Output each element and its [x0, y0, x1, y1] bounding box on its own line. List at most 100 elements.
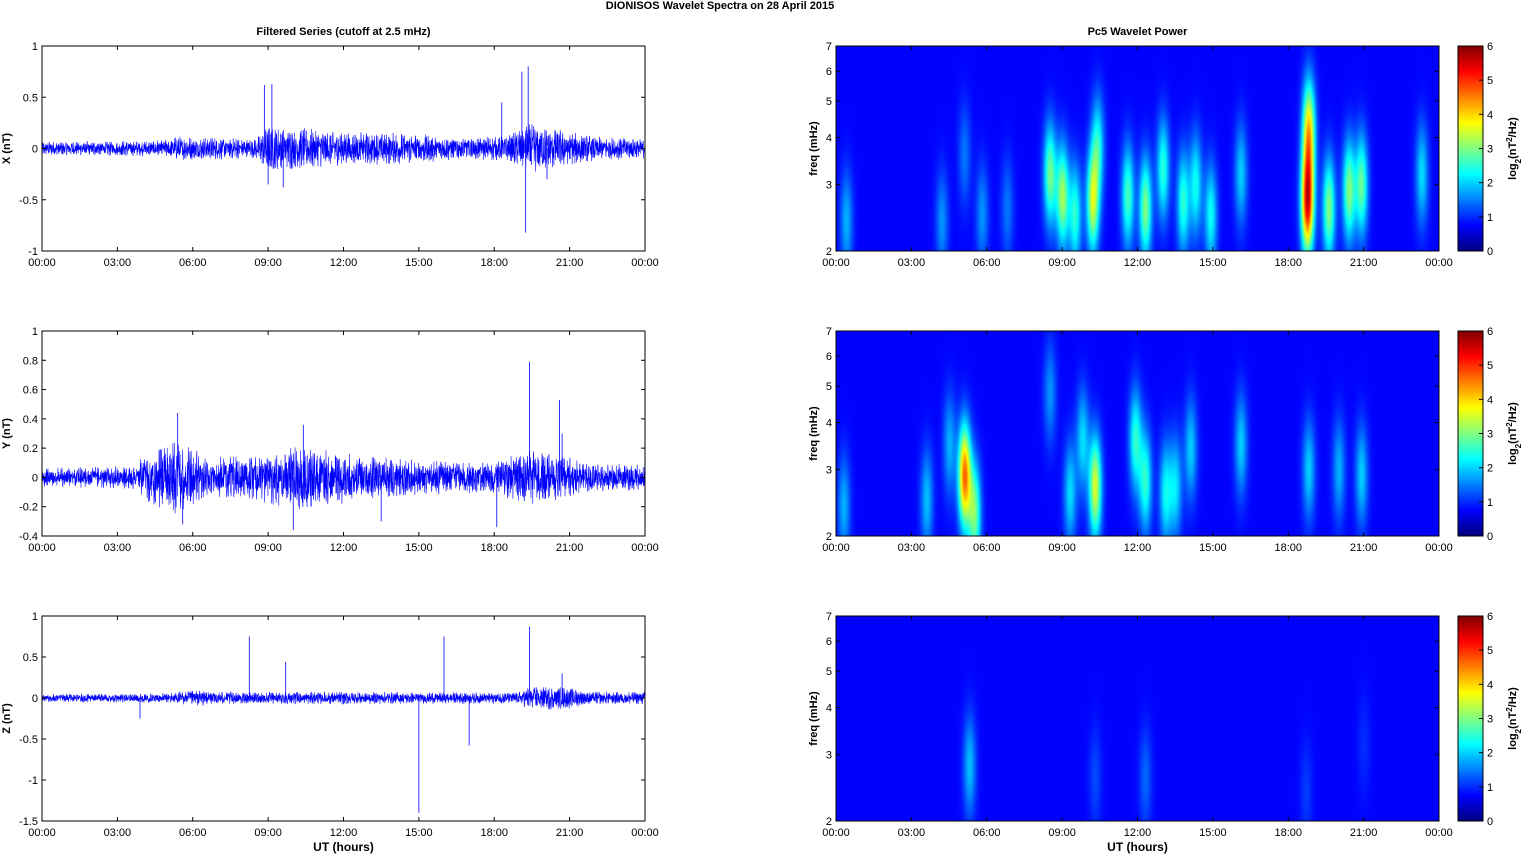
colorbar-label: log2(nT2/Hz)	[1505, 117, 1521, 180]
y-tick-label: 1	[32, 41, 38, 53]
colorbar-tick-label: 2	[1487, 463, 1493, 475]
x-tick-label: 00:00	[1425, 257, 1453, 269]
x-tick-label: 03:00	[898, 827, 926, 839]
colorbar-tick-label: 5	[1487, 360, 1493, 372]
colorbar-tick-label: 1	[1487, 497, 1493, 509]
colorbar	[1457, 45, 1484, 252]
y-tick-label: 2	[826, 246, 832, 258]
x-tick-label: 21:00	[1350, 257, 1378, 269]
colorbar-tick-label: 4	[1487, 109, 1493, 121]
heatmap-image	[836, 331, 1439, 536]
colorbar-label: log2(nT2/Hz)	[1505, 402, 1521, 465]
y-tick-label: 4	[826, 703, 832, 715]
colorbar-tick-label: 0	[1487, 246, 1493, 258]
y-tick-label: -1	[28, 775, 38, 787]
y-tick-label: 3	[826, 465, 832, 477]
wavelet-panel-wv-x: 00:00 03:00 06:00 09:00 12:00 15:00 18:00 21:00…	[808, 26, 1521, 269]
x-tick-label: 15:00	[1199, 827, 1227, 839]
colorbar-tick-label: 4	[1487, 679, 1493, 691]
x-tick-label: 15:00	[1199, 257, 1227, 269]
colorbar-tick-label: 1	[1487, 782, 1493, 794]
x-tick-label: 03:00	[104, 257, 132, 269]
x-tick-label: 00:00	[28, 257, 56, 269]
y-tick-label: 0	[32, 144, 38, 156]
x-tick-label: 15:00	[405, 257, 433, 269]
y-tick-label: 5	[826, 96, 832, 108]
y-tick-label: 0.4	[23, 414, 38, 426]
x-tick-label: 12:00	[330, 827, 358, 839]
y-tick-label: -0.4	[19, 531, 38, 543]
colorbar-tick-label: 0	[1487, 816, 1493, 828]
x-tick-label: 00:00	[28, 827, 56, 839]
heatmap-image	[836, 46, 1439, 251]
x-tick-label: 09:00	[254, 257, 282, 269]
colorbar-tick-label: 5	[1487, 75, 1493, 87]
y-tick-label: 5	[826, 381, 832, 393]
x-tick-label: 12:00	[1124, 542, 1152, 554]
colorbar-tick-label: 1	[1487, 212, 1493, 224]
x-tick-label: 12:00	[1124, 257, 1152, 269]
heatmap-image	[836, 616, 1439, 821]
x-tick-label: 06:00	[973, 542, 1001, 554]
x-tick-label: 00:00	[822, 542, 850, 554]
plot-area	[42, 331, 645, 536]
x-tick-label: 15:00	[1199, 542, 1227, 554]
colorbar-tick-label: 3	[1487, 429, 1493, 441]
x-tick-label: 06:00	[179, 827, 207, 839]
y-tick-label: 0	[32, 472, 38, 484]
series-line	[41, 123, 646, 172]
x-tick-label: 15:00	[405, 542, 433, 554]
wavelet-panel-wv-y: 00:00 03:00 06:00 09:00 12:00 15:00 18:00 21:00…	[808, 326, 1521, 554]
x-tick-label: 15:00	[405, 827, 433, 839]
y-tick-label: -1	[28, 246, 38, 258]
y-tick-label: 5	[826, 666, 832, 678]
x-tick-label: 00:00	[1425, 542, 1453, 554]
y-tick-label: 6	[826, 351, 832, 363]
chart-title: Filtered Series (cutoff at 2.5 mHz)	[256, 26, 431, 38]
x-tick-label: 03:00	[898, 257, 926, 269]
x-tick-label: 00:00	[28, 542, 56, 554]
y-tick-label: -0.2	[19, 502, 38, 514]
y-tick-label: 4	[826, 133, 832, 145]
y-tick-label: 1	[32, 611, 38, 623]
y-tick-label: 3	[826, 750, 832, 762]
x-tick-label: 00:00	[631, 542, 659, 554]
series-line	[41, 442, 646, 514]
x-axis-label: UT (hours)	[1107, 840, 1168, 854]
x-tick-label: 21:00	[556, 827, 584, 839]
x-tick-label: 06:00	[179, 542, 207, 554]
y-tick-label: -0.5	[19, 195, 38, 207]
timeseries-panel-ts-y: 00:00 03:00 06:00 09:00 12:00 15:00 18:00 21:00…	[1, 326, 659, 554]
chart-title: Pc5 Wavelet Power	[1088, 26, 1189, 38]
y-axis-label: Z (nT)	[1, 703, 13, 734]
y-tick-label: 0.6	[23, 385, 38, 397]
series-line	[41, 687, 646, 710]
x-tick-label: 03:00	[104, 827, 132, 839]
x-tick-label: 03:00	[898, 542, 926, 554]
x-tick-label: 18:00	[1274, 542, 1302, 554]
x-tick-label: 18:00	[480, 542, 508, 554]
x-tick-label: 00:00	[631, 827, 659, 839]
colorbar-tick-label: 6	[1487, 41, 1493, 53]
x-tick-label: 00:00	[822, 827, 850, 839]
y-tick-label: 0.5	[23, 92, 38, 104]
x-tick-label: 00:00	[1425, 827, 1453, 839]
y-tick-label: 7	[826, 41, 832, 53]
timeseries-panel-ts-z: 00:00 03:00 06:00 09:00 12:00 15:00 18:00 21:00…	[1, 611, 659, 854]
x-tick-label: 06:00	[179, 257, 207, 269]
y-tick-label: 6	[826, 636, 832, 648]
y-axis-label: freq (mHz)	[808, 121, 820, 176]
x-tick-label: 18:00	[1274, 827, 1302, 839]
colorbar-tick-label: 3	[1487, 714, 1493, 726]
x-tick-label: 00:00	[822, 257, 850, 269]
x-tick-label: 00:00	[631, 257, 659, 269]
x-tick-label: 18:00	[480, 827, 508, 839]
colorbar-tick-label: 4	[1487, 394, 1493, 406]
y-tick-label: 0	[32, 693, 38, 705]
wavelet-panel-wv-z: 00:00 03:00 06:00 09:00 12:00 15:00 18:00 21:00…	[808, 611, 1521, 854]
y-tick-label: 2	[826, 531, 832, 543]
y-tick-label: 1	[32, 326, 38, 338]
x-tick-label: 18:00	[1274, 257, 1302, 269]
x-axis-label: UT (hours)	[313, 840, 374, 854]
